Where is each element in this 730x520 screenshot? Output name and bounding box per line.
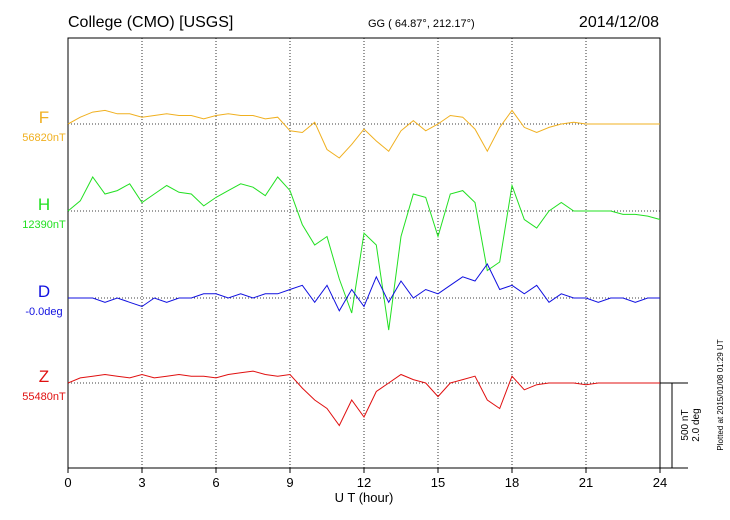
trace-f [67,109,660,159]
channel-baseline-d: -0.0deg [25,306,62,318]
x-tick-label-18: 18 [505,475,519,490]
x-tick-label-3: 3 [138,475,145,490]
plot-date: 2014/12/08 [579,14,659,31]
channel-baseline-z: 55480nT [22,391,66,403]
channel-name-h: H [38,195,50,214]
x-tick-label-6: 6 [212,475,219,490]
station-title: College (CMO) [USGS] [68,14,233,31]
x-tick-label-0: 0 [64,475,71,490]
channel-name-f: F [39,108,49,127]
grid-lines [141,38,587,468]
trace-d [68,263,660,312]
trace-h [67,176,661,331]
x-tick-label-12: 12 [357,475,371,490]
x-tick-label-9: 9 [286,475,293,490]
x-tick-label-24: 24 [653,475,667,490]
x-ticks: 0 3 6 9 12 15 18 21 24 [64,468,667,490]
x-axis-label: U T (hour) [335,490,394,505]
channel-labels: F 56820nT H 12390nT D -0.0deg Z 55480nT [22,108,66,403]
x-tick-label-15: 15 [431,475,445,490]
plot-frame [67,37,661,469]
channel-baseline-f: 56820nT [22,132,66,144]
channel-name-z: Z [39,367,49,386]
channel-name-d: D [38,282,50,301]
scale-bar: 500 nT 2.0 deg [660,382,702,469]
plotted-at-note: Plotted at 2015/01/08 01:29 UT [716,339,725,450]
scale-deg-label: 2.0 deg [691,408,702,441]
trace-z [67,370,660,427]
traces [67,109,661,427]
scale-nt-label: 500 nT [680,409,691,440]
x-tick-label-21: 21 [579,475,593,490]
channel-baseline-h: 12390nT [22,219,66,231]
station-coords: GG ( 64.87°, 212.17°) [368,18,475,30]
